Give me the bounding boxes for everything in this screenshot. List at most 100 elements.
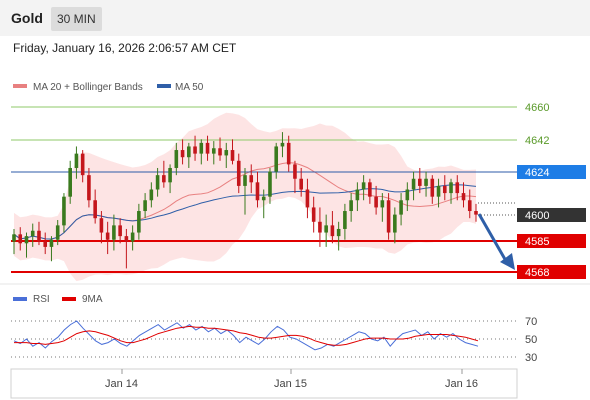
candle-body [174, 150, 179, 168]
candle-body [311, 207, 316, 222]
level-label-4600: 4600 [525, 210, 549, 222]
candle-body [62, 196, 66, 226]
candle-body [249, 175, 254, 183]
rsi-legend-swatch [13, 297, 27, 301]
candle-body [149, 189, 154, 201]
x-tick-jan16: Jan 16 [445, 378, 478, 390]
candle-body [405, 189, 410, 201]
candle-body [286, 142, 291, 165]
candle-body [386, 200, 391, 233]
candle-body [336, 228, 341, 237]
candle-body [461, 193, 466, 201]
candle-body [280, 142, 285, 147]
ma20-legend-swatch [13, 84, 27, 88]
candle-body [361, 182, 366, 190]
support-tag-4585 [517, 234, 586, 248]
rsi-ma-line [14, 325, 479, 346]
candle-body [112, 225, 116, 240]
candle-body [199, 142, 204, 154]
candle-body [130, 232, 135, 242]
x-tick-jan15: Jan 15 [274, 378, 307, 390]
candle-body [211, 148, 216, 154]
support-tag-4568 [517, 265, 586, 279]
rsi-tick-30: 30 [525, 352, 537, 364]
rsi-tick-50: 50 [525, 334, 537, 346]
candle-body [399, 200, 403, 215]
level-label-4585: 4585 [525, 236, 549, 248]
candle-body [243, 175, 247, 186]
candle-body [324, 225, 328, 233]
candle-body [137, 211, 141, 233]
candle-body [30, 230, 35, 237]
level-label-4660: 4660 [525, 102, 549, 114]
ma50-legend-label: MA 50 [175, 82, 204, 93]
candle-body [68, 167, 72, 197]
candle-body [305, 189, 310, 208]
candle-body [299, 178, 303, 190]
candle-body [224, 150, 229, 156]
candle-body [93, 200, 97, 219]
candle-body [268, 171, 272, 197]
rsi-ma-legend-label: 9MA [82, 294, 103, 305]
candle-body [230, 150, 235, 161]
candle-body [187, 146, 191, 158]
projection-arrow [477, 213, 515, 270]
candle-body [430, 178, 435, 197]
candle-body [467, 200, 472, 212]
candle-body [155, 175, 160, 190]
candle-body [18, 234, 23, 244]
candle-body [55, 225, 60, 240]
candle-body [99, 218, 104, 233]
candle-body [474, 211, 478, 215]
candle-body [12, 234, 16, 242]
candle-body [205, 142, 210, 154]
candle-body [449, 182, 453, 194]
candle-body [24, 236, 29, 244]
candle-body [236, 160, 241, 186]
ma50-legend-swatch [157, 84, 171, 88]
candle-body [124, 236, 129, 242]
candle-body [442, 185, 447, 194]
chart-header: Gold 30 MIN [0, 0, 590, 36]
candle-body [49, 239, 54, 247]
level-label-4642: 4642 [525, 135, 549, 147]
candle-body [411, 178, 416, 190]
candle-body [80, 153, 85, 176]
rsi-ma-legend-swatch [62, 297, 76, 301]
candle-body [330, 225, 335, 237]
candle-body [37, 230, 41, 242]
x-axis-box [10, 368, 518, 399]
candle-body [218, 148, 222, 156]
candle-body [43, 241, 48, 247]
candle-body [143, 200, 147, 212]
candle-body [349, 200, 353, 212]
candle-body [393, 214, 397, 233]
price-tags: 4660 4642 4624 4600 4585 4568 [517, 102, 586, 279]
candle-body [193, 146, 197, 154]
rsi-legend-label: RSI [33, 294, 50, 305]
candle-body [168, 167, 172, 183]
candle-body [355, 189, 360, 201]
candle-body [180, 150, 185, 158]
candle-body [436, 185, 441, 197]
timeframe-badge[interactable]: 30 MIN [51, 7, 102, 31]
level-label-4568: 4568 [525, 267, 549, 279]
level-label-4624: 4624 [525, 167, 549, 179]
current-price-tag [517, 208, 586, 222]
candle-body [418, 178, 422, 186]
candle-body [118, 225, 122, 237]
candle-body [455, 182, 460, 194]
rsi-legend: RSI 9MA [13, 294, 103, 305]
candle-body [380, 200, 385, 208]
chart-datetime: Friday, January 16, 2026 2:06:57 AM CET [13, 41, 237, 55]
candle-body [424, 178, 428, 186]
candle-body [343, 211, 347, 229]
candle-body [274, 146, 279, 172]
candle-body [318, 221, 322, 233]
instrument-title: Gold [11, 10, 43, 26]
candle-body [105, 232, 110, 240]
main-legend: MA 20 + Bollinger Bands MA 50 [13, 82, 204, 93]
candle-body [261, 196, 266, 201]
candle-body [293, 164, 297, 179]
